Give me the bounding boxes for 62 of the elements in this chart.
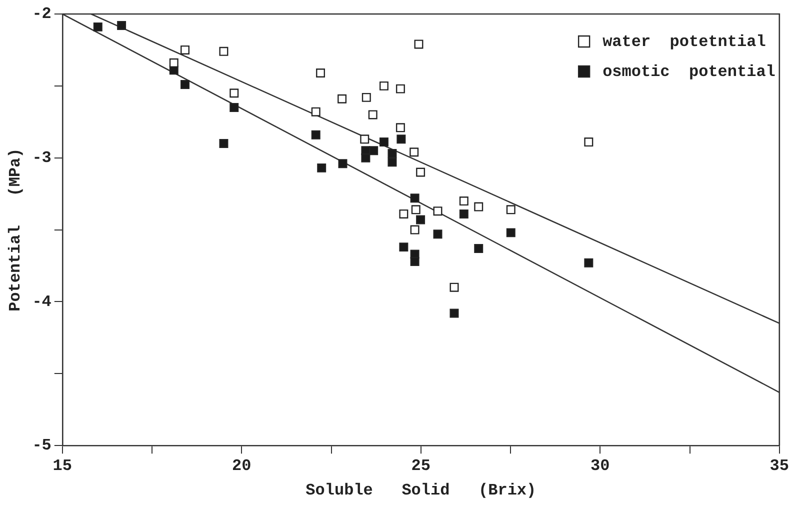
legend-label: osmotic potential [602,63,776,82]
point [180,80,190,89]
point [93,22,102,32]
point [396,123,405,132]
point [362,92,371,102]
point [338,159,348,168]
point [450,308,459,318]
y-tick-label: -4 [32,292,52,311]
point [117,21,126,30]
x-axis-title: Soluble Solid (Brix) [306,481,536,500]
point [506,205,516,214]
point [317,163,326,172]
x-tick-label: 25 [411,457,430,476]
point [399,209,408,218]
y-tick-label: -5 [32,436,52,455]
point [459,209,468,218]
point [474,202,484,212]
point [169,58,178,68]
point [311,130,320,140]
point [316,68,326,78]
point [219,46,228,56]
point [416,215,426,224]
y-tick-label: -2 [32,5,52,24]
point [379,81,388,90]
point [396,134,406,144]
point [433,206,442,216]
point [396,84,405,94]
point [459,196,468,206]
point [360,134,370,144]
point [219,138,228,148]
point [410,256,420,266]
point [230,103,239,112]
point [433,230,442,239]
point [410,194,420,203]
point [230,88,239,98]
point [311,107,320,116]
point [410,225,420,234]
point [584,138,594,147]
y-axis-title: Potential (MPa) [6,148,25,312]
point [474,244,484,253]
x-tick-label: 30 [590,457,610,476]
point [369,146,378,156]
point [180,45,190,54]
x-tick-label: 20 [232,457,252,476]
point [399,242,408,252]
point [506,228,516,238]
point [338,94,347,104]
point [410,148,419,157]
point [450,282,459,292]
legend-label: water potetntial [602,33,766,52]
point [388,158,397,167]
x-tick-label: 15 [52,457,72,476]
point [368,110,378,120]
point [414,40,424,49]
x-tick-label: 35 [770,457,789,476]
point [361,153,370,162]
point [388,149,397,158]
y-tick-label: -3 [32,148,52,167]
point [379,138,388,147]
point [411,205,420,214]
point [416,168,426,177]
point [584,258,594,268]
